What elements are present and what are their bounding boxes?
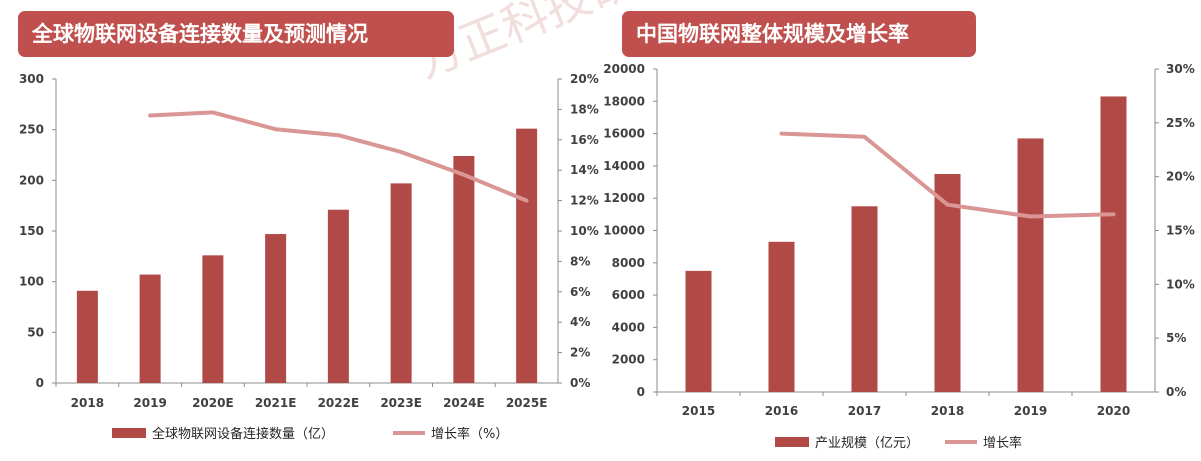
chart2-bar [851, 206, 878, 392]
chart2-category-label: 2018 [931, 404, 964, 418]
chart2-left-tick-label: 10000 [603, 224, 645, 238]
chart2-bar [1017, 138, 1044, 392]
chart1-category-label: 2020E [192, 396, 234, 410]
chart2-right-tick-label: 10% [1166, 277, 1195, 291]
chart1-left-tick-label: 300 [19, 72, 44, 86]
chart2-category-label: 2019 [1014, 404, 1047, 418]
chart1-legend-bar-swatch [112, 428, 146, 438]
chart2-category-label: 2016 [765, 404, 798, 418]
chart1-left-tick-label: 250 [19, 123, 44, 137]
chart1-category-label: 2021E [255, 396, 297, 410]
chart1-bar [390, 183, 412, 383]
chart2-bar [685, 270, 712, 392]
chart1-category-label: 2018 [71, 396, 104, 410]
chart1-category-label: 2022E [318, 396, 360, 410]
chart1-right-tick-label: 2% [570, 346, 590, 360]
chart1-bar [76, 290, 98, 383]
chart1-category-label: 2024E [443, 396, 485, 410]
chart1-legend-line-label: 增长率（%） [431, 426, 508, 442]
chart1-left-tick-label: 50 [27, 325, 44, 339]
chart2-left-tick-label: 2000 [612, 353, 645, 367]
chart1-right-tick-label: 6% [570, 285, 590, 299]
chart1-right-tick-label: 8% [570, 254, 590, 268]
chart2-legend-bar-label: 产业规模（亿元） [815, 436, 919, 451]
chart2-legend-line-label: 增长率 [983, 435, 1022, 451]
chart1-right-tick-label: 0% [570, 376, 590, 390]
chart2-right-tick-label: 25% [1166, 116, 1195, 130]
chart2-right-tick-label: 30% [1166, 62, 1195, 76]
chart2-left-tick-label: 14000 [603, 159, 645, 173]
chart2-right-tick-label: 15% [1166, 224, 1195, 238]
chart2-title: 中国物联网整体规模及增长率 [622, 11, 976, 57]
chart2-right-tick-label: 5% [1166, 331, 1186, 345]
chart1-right-tick-label: 10% [570, 224, 599, 238]
chart2-category-label: 2020 [1097, 404, 1130, 418]
chart1-legend-bar-label: 全球物联网设备连接数量（亿） [152, 426, 334, 442]
chart1-left-tick-label: 150 [19, 224, 44, 238]
chart2-bar [934, 173, 961, 392]
chart1-category-label: 2025E [506, 396, 548, 410]
chart1-right-tick-label: 16% [570, 133, 599, 147]
chart2-left-tick-label: 6000 [612, 288, 645, 302]
chart1-right-tick-label: 18% [570, 102, 599, 116]
chart2-bar [1100, 96, 1127, 392]
chart1-left-tick-label: 0 [36, 376, 44, 390]
chart2-left-tick-label: 12000 [603, 191, 645, 205]
chart2-right-tick-label: 20% [1166, 170, 1195, 184]
chart1-right-tick-label: 12% [570, 194, 599, 208]
chart2-category-label: 2015 [682, 404, 715, 418]
chart1-growth-line [148, 110, 529, 203]
chart2-left-tick-label: 8000 [612, 256, 645, 270]
chart2-category-label: 2017 [848, 404, 881, 418]
chart1-bar [453, 156, 475, 383]
chart1-bar [265, 234, 287, 383]
chart2-left-tick-label: 4000 [612, 320, 645, 334]
chart1-right-tick-label: 4% [570, 315, 590, 329]
chart2-legend-bar-swatch [775, 437, 809, 447]
chart2-left-tick-label: 16000 [603, 127, 645, 141]
chart2-left-tick-label: 18000 [603, 94, 645, 108]
chart2-left-tick-label: 20000 [603, 62, 645, 76]
chart1-bar [516, 128, 538, 383]
chart2-left-tick-label: 0 [637, 385, 645, 399]
chart2-right-tick-label: 0% [1166, 385, 1186, 399]
chart2-growth-line [779, 131, 1116, 219]
chart1-left-tick-label: 100 [19, 275, 44, 289]
chart1-category-label: 2019 [133, 396, 166, 410]
chart1-bar [327, 209, 349, 383]
chart1-bar [202, 255, 224, 383]
chart1-bar [139, 274, 161, 383]
chart1-title: 全球物联网设备连接数量及预测情况 [18, 11, 454, 57]
chart1-category-label: 2023E [380, 396, 422, 410]
chart1-right-tick-label: 14% [570, 163, 599, 177]
chart1-right-tick-label: 20% [570, 72, 599, 86]
chart2-bar [768, 241, 795, 392]
chart1-left-tick-label: 200 [19, 173, 44, 187]
